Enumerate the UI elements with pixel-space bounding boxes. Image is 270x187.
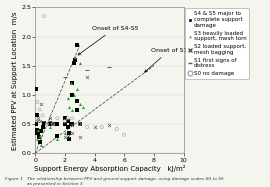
Point <box>36 128 40 131</box>
Point <box>40 120 45 123</box>
Point <box>36 131 40 134</box>
Y-axis label: Estimated PPV at Support Location  m/s: Estimated PPV at Support Location m/s <box>12 11 18 150</box>
Point <box>55 123 60 126</box>
Point <box>48 126 52 129</box>
Point <box>73 59 77 62</box>
Point <box>35 120 39 123</box>
Point <box>70 94 75 96</box>
Point <box>39 130 43 133</box>
Point <box>45 123 49 126</box>
Point <box>85 126 89 129</box>
Point <box>92 126 97 129</box>
Point <box>51 123 55 126</box>
Point <box>40 114 45 117</box>
Point <box>75 99 79 102</box>
Point <box>67 105 72 108</box>
Legend: S4 & S5 major to
complete support
damage, S3 heavily loaded
support, mesh torn, : S4 & S5 major to complete support damage… <box>185 8 249 79</box>
Point <box>107 65 112 68</box>
Point <box>72 61 76 64</box>
Text: Onset of S4-S5: Onset of S4-S5 <box>78 26 138 55</box>
Point <box>37 134 42 137</box>
Point <box>69 123 73 126</box>
Point <box>35 131 39 134</box>
Point <box>66 126 70 129</box>
Point <box>75 108 79 111</box>
Point <box>42 122 46 125</box>
X-axis label: Support Energy Absorption Capacity   kJ/m²: Support Energy Absorption Capacity kJ/m² <box>33 165 185 172</box>
Point <box>77 136 82 139</box>
Point <box>66 96 70 99</box>
Point <box>70 131 75 134</box>
Point <box>42 15 46 18</box>
Point <box>85 76 89 79</box>
Point <box>55 137 60 140</box>
Point <box>63 76 67 79</box>
Point <box>115 127 119 130</box>
Point <box>35 100 39 103</box>
Point <box>67 137 72 140</box>
Text: Onset of S1: Onset of S1 <box>145 48 187 72</box>
Point <box>85 69 89 72</box>
Point <box>80 105 85 108</box>
Point <box>39 143 43 146</box>
Point <box>77 123 82 126</box>
Point <box>63 117 67 120</box>
Point <box>37 120 42 123</box>
Point <box>75 88 79 91</box>
Point <box>70 123 75 126</box>
Point <box>77 61 82 64</box>
Point <box>100 126 104 129</box>
Point <box>66 120 70 123</box>
Point <box>122 133 126 136</box>
Point <box>35 128 39 131</box>
Point <box>34 123 38 126</box>
Point <box>36 117 40 120</box>
Point <box>34 88 38 91</box>
Point <box>35 114 39 117</box>
Point <box>48 120 52 123</box>
Point <box>40 126 45 129</box>
Point <box>48 117 52 120</box>
Point <box>51 123 55 126</box>
Point <box>66 134 70 137</box>
Point <box>37 108 42 111</box>
Point <box>69 82 73 85</box>
Point <box>75 44 79 47</box>
Point <box>37 136 41 139</box>
Point <box>72 94 76 96</box>
Point <box>35 137 39 140</box>
Point <box>107 124 112 127</box>
Point <box>48 123 52 126</box>
Point <box>70 117 75 120</box>
Point <box>55 117 60 120</box>
Point <box>67 131 72 134</box>
Point <box>66 117 70 120</box>
Point <box>63 136 67 139</box>
Point <box>70 124 75 127</box>
Point <box>70 82 75 85</box>
Point <box>37 140 42 143</box>
Point <box>39 102 43 105</box>
Point <box>55 134 60 137</box>
Point <box>77 102 82 105</box>
Point <box>73 56 77 59</box>
Point <box>70 108 75 111</box>
Text: Figure 1   The relationship between PPV and ground support damage, using damage : Figure 1 The relationship between PPV an… <box>5 177 224 186</box>
Point <box>77 123 82 126</box>
Point <box>63 120 67 123</box>
Point <box>63 131 67 134</box>
Point <box>51 123 55 126</box>
Point <box>63 123 67 126</box>
